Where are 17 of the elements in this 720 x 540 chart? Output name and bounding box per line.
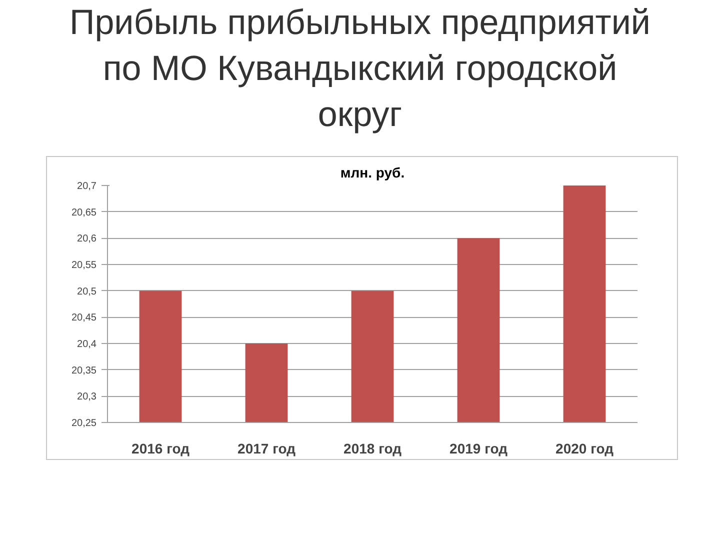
chart-title: Прибыль прибыльных предприятий по МО Кувандыкский городской округ	[70, 2, 650, 136]
y-tick-label: 20,7	[77, 181, 97, 192]
x-tick-label: 2016 год	[132, 440, 190, 456]
y-tick-label: 20,5	[77, 286, 97, 298]
y-tick-label: 20,6	[77, 234, 97, 245]
y-tick-label: 20,25	[71, 418, 97, 429]
x-tick-label: 2019 год	[450, 440, 508, 456]
y-tick-label: 20,45	[71, 312, 97, 324]
y-tick-label: 20,35	[71, 365, 97, 376]
x-tick-label: 2020 год	[556, 440, 614, 456]
x-tick-label: 2017 год	[238, 440, 296, 456]
y-tick-label: 20,55	[71, 260, 97, 271]
x-tick-label: 2018 год	[344, 440, 402, 456]
y-tick-label: 20,4	[77, 339, 97, 350]
y-tick-label: 20,65	[71, 207, 97, 218]
y-tick-label: 20,3	[77, 392, 97, 403]
chart-subtitle: млн. руб.	[340, 164, 405, 180]
